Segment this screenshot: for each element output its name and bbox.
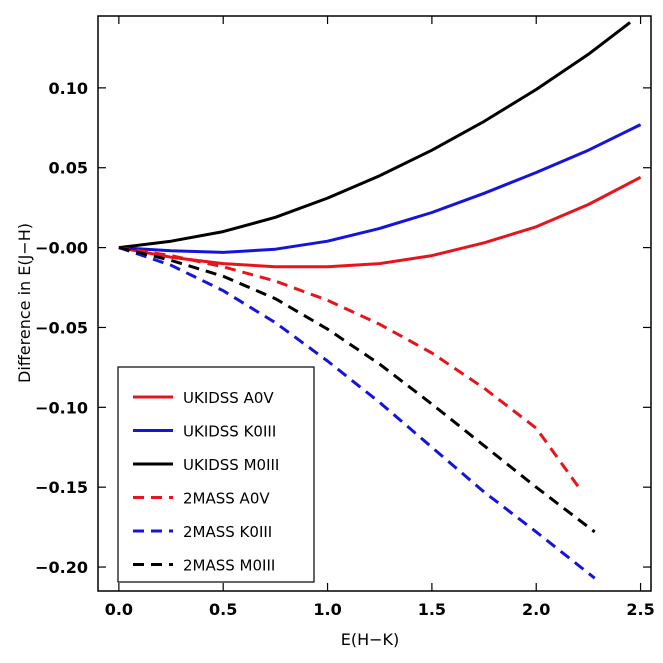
series-layer — [118, 21, 642, 580]
y-tick-label: 0.10 — [49, 79, 88, 98]
x-tick-label: 1.5 — [418, 600, 446, 619]
legend-label: UKIDSS A0V — [183, 389, 274, 407]
series-line-2mass-k0iii — [118, 246, 596, 580]
x-tick-label: 0.0 — [105, 600, 133, 619]
legend-box — [117, 366, 315, 583]
y-tick-label: −0.10 — [35, 398, 88, 417]
x-axis-label: E(H−K) — [341, 630, 400, 649]
series-line-2mass-m0iii — [118, 246, 596, 534]
series-line-ukidss-m0iii — [118, 21, 632, 250]
legend-label: UKIDSS M0III — [183, 456, 279, 474]
x-tick-label: 2.5 — [626, 600, 654, 619]
x-tick-label: 0.5 — [209, 600, 237, 619]
legend-label: 2MASS M0III — [183, 557, 275, 575]
y-axis-label: Difference in E(J−H) — [15, 223, 34, 383]
series-line-2mass-a0v — [118, 246, 584, 493]
legend-label: 2MASS K0III — [183, 523, 272, 541]
x-tick-label: 2.0 — [522, 600, 550, 619]
plot-frame — [97, 15, 652, 592]
x-tick-label: 1.0 — [313, 600, 341, 619]
legend-label: UKIDSS K0III — [183, 423, 276, 441]
y-tick-label: −0.00 — [35, 239, 88, 258]
series-line-ukidss-k0iii — [118, 123, 642, 254]
y-tick-label: −0.20 — [35, 558, 88, 577]
y-tick-label: −0.15 — [35, 478, 88, 497]
series-line-ukidss-a0v — [118, 175, 642, 269]
legend-label: 2MASS A0V — [183, 490, 270, 508]
axes-layer: 0.0 0.5 1.0 1.5 2.0 2.5 0.10 0.05 −0.00 −0.05 −0.1… — [35, 16, 655, 619]
y-tick-label: −0.05 — [35, 318, 88, 337]
y-tick-label: 0.05 — [49, 159, 88, 178]
legend: UKIDSS A0V UKIDSS K0III UKIDSS M0III 2MASS … — [117, 366, 315, 583]
